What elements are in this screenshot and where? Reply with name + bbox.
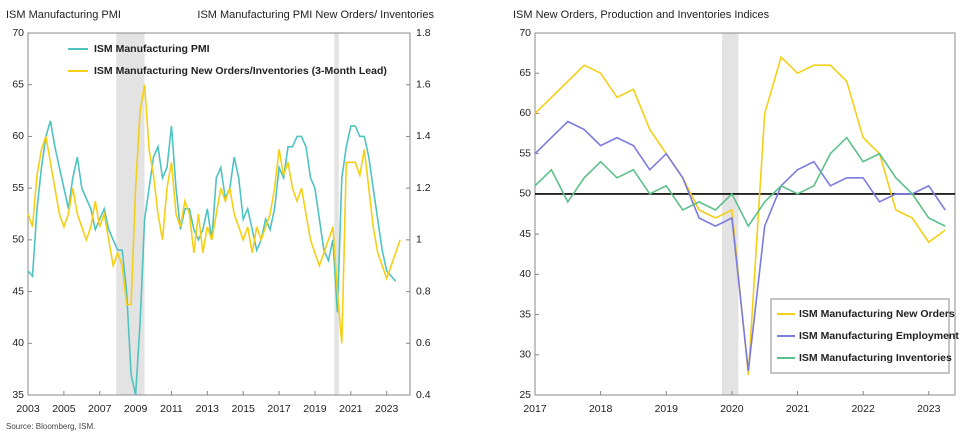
y-tick-label: 40 bbox=[519, 268, 531, 280]
x-tick-label: 2011 bbox=[160, 403, 183, 415]
x-tick-label: 2015 bbox=[232, 403, 256, 415]
x-tick-label: 2023 bbox=[375, 403, 399, 415]
shaded-period bbox=[334, 33, 339, 395]
legend-label: ISM Manufacturing Employment bbox=[799, 330, 959, 342]
y-tick-label: 60 bbox=[519, 107, 531, 119]
y2-tick-label: 1 bbox=[416, 234, 422, 246]
y-axis-label: ISM Manufacturing PMI bbox=[6, 9, 121, 21]
y-tick-label: 35 bbox=[519, 308, 531, 320]
y2-tick-label: 1.8 bbox=[416, 27, 431, 39]
x-tick-label: 2003 bbox=[16, 403, 40, 415]
x-tick-label: 2022 bbox=[851, 403, 875, 415]
legend-label: ISM Manufacturing Inventories bbox=[799, 352, 952, 364]
legend-label: ISM Manufacturing New Orders bbox=[799, 308, 955, 320]
x-tick-label: 2018 bbox=[589, 403, 613, 415]
x-tick-label: 2013 bbox=[196, 403, 220, 415]
x-tick-label: 2017 bbox=[523, 403, 547, 415]
plot-frame bbox=[534, 32, 956, 396]
y-tick-label: 50 bbox=[519, 188, 531, 200]
y-tick-label: 35 bbox=[12, 389, 24, 401]
series-line bbox=[27, 120, 397, 396]
y-tick-label: 60 bbox=[12, 130, 24, 142]
legend-box bbox=[770, 298, 950, 374]
x-tick-label: 2021 bbox=[339, 403, 363, 415]
x-tick-label: 2005 bbox=[52, 403, 76, 415]
y-tick-label: 70 bbox=[12, 27, 24, 39]
source-note: Source: Bloomberg, ISM. bbox=[6, 422, 95, 431]
y2-tick-label: 0.6 bbox=[416, 337, 431, 349]
x-tick-label: 2019 bbox=[303, 403, 327, 415]
y2-tick-label: 1.6 bbox=[416, 78, 431, 90]
x-tick-label: 2017 bbox=[267, 403, 291, 415]
y-tick-label: 45 bbox=[519, 228, 531, 240]
series-line bbox=[534, 120, 946, 371]
shaded-period bbox=[116, 33, 145, 395]
plot-frame bbox=[27, 32, 411, 396]
y-tick-label: 25 bbox=[519, 389, 531, 401]
x-tick-label: 2020 bbox=[720, 403, 744, 415]
y-tick-label: 40 bbox=[12, 337, 24, 349]
y2-tick-label: 1.2 bbox=[416, 182, 431, 194]
y2-tick-label: 0.4 bbox=[416, 389, 431, 401]
x-tick-label: 2009 bbox=[124, 403, 148, 415]
y-tick-label: 45 bbox=[12, 285, 24, 297]
y2-tick-label: 0.8 bbox=[416, 285, 431, 297]
shaded-period bbox=[722, 33, 739, 395]
y-tick-label: 65 bbox=[519, 67, 531, 79]
y-tick-label: 55 bbox=[12, 182, 24, 194]
chart-title: ISM New Orders, Production and Inventori… bbox=[513, 9, 770, 21]
x-tick-label: 2019 bbox=[655, 403, 679, 415]
series-line bbox=[27, 84, 401, 344]
y-tick-label: 70 bbox=[519, 27, 531, 39]
legend-label: ISM Manufacturing PMI bbox=[94, 43, 210, 55]
y2-axis-label: ISM Manufacturing PMI New Orders/ Invent… bbox=[197, 9, 434, 21]
x-tick-label: 2021 bbox=[786, 403, 810, 415]
x-tick-label: 2007 bbox=[88, 403, 112, 415]
y2-tick-label: 1.4 bbox=[416, 130, 431, 142]
series-line bbox=[534, 136, 946, 228]
y-tick-label: 55 bbox=[519, 147, 531, 159]
y-tick-label: 30 bbox=[519, 349, 531, 361]
x-tick-label: 2023 bbox=[917, 403, 941, 415]
y-tick-label: 65 bbox=[12, 78, 24, 90]
y-tick-label: 50 bbox=[12, 234, 24, 246]
legend-label: ISM Manufacturing New Orders/Inventories… bbox=[94, 65, 387, 77]
